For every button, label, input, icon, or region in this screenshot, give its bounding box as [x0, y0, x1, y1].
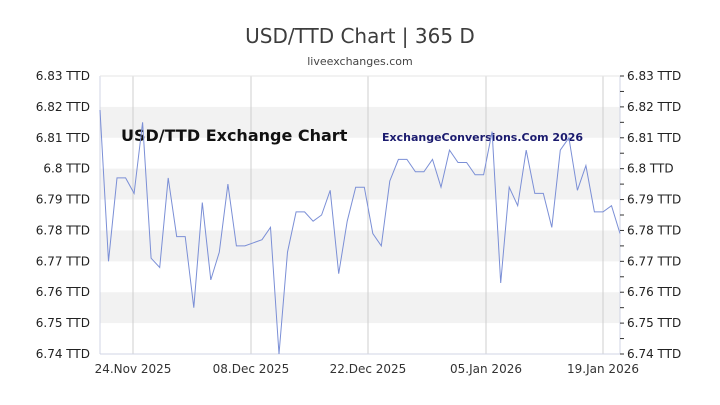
x-tick-label: 08.Dec 2025	[213, 362, 290, 376]
x-axis-labels: 24.Nov 2025 08.Dec 2025 22.Dec 2025 05.Jan …	[95, 362, 639, 376]
y-tick-label: 6.83 TTD	[627, 69, 681, 83]
y-tick-label: 6.77 TTD	[36, 254, 90, 268]
y-tick-label: 6.75 TTD	[36, 316, 90, 330]
axes	[99, 75, 624, 355]
series-line-usd-ttd	[99, 109, 621, 355]
x-tick-label: 22.Dec 2025	[330, 362, 407, 376]
watermark-title: USD/TTD Exchange Chart	[121, 126, 348, 145]
y-tick-label: 6.8 TTD	[627, 162, 674, 176]
y-tick-label: 6.81 TTD	[36, 131, 90, 145]
x-tick-label: 05.Jan 2026	[450, 362, 522, 376]
x-tick-label: 19.Jan 2026	[567, 362, 639, 376]
y-tick-label: 6.79 TTD	[36, 193, 90, 207]
watermark-site: ExchangeConversions.Com 2026	[382, 131, 583, 144]
vertical-gridlines	[132, 76, 604, 354]
y-tick-label: 6.75 TTD	[627, 316, 681, 330]
y-tick-label: 6.77 TTD	[627, 254, 681, 268]
y-tick-label: 6.74 TTD	[36, 347, 90, 361]
y-tick-label: 6.76 TTD	[36, 285, 90, 299]
y-axis-labels-right: 6.83 TTD 6.82 TTD 6.81 TTD 6.8 TTD 6.79 TTD 6…	[627, 69, 681, 361]
chart-title: USD/TTD Chart | 365 D	[245, 24, 475, 48]
y-tick-label: 6.78 TTD	[627, 223, 681, 237]
y-tick-label: 6.78 TTD	[36, 223, 90, 237]
y-tick-label: 6.82 TTD	[36, 100, 90, 114]
y-tick-label: 6.83 TTD	[36, 69, 90, 83]
y-axis-labels-left: 6.83 TTD 6.82 TTD 6.81 TTD 6.8 TTD 6.79 TTD 6…	[36, 69, 90, 361]
x-tick-label: 24.Nov 2025	[95, 362, 172, 376]
y-tick-label: 6.81 TTD	[627, 131, 681, 145]
y-tick-label: 6.76 TTD	[627, 285, 681, 299]
y-tick-label: 6.8 TTD	[43, 162, 90, 176]
y-tick-label: 6.82 TTD	[627, 100, 681, 114]
chart-subtitle: liveexchanges.com	[307, 55, 413, 68]
y-tick-label: 6.79 TTD	[627, 193, 681, 207]
y-tick-label: 6.74 TTD	[627, 347, 681, 361]
